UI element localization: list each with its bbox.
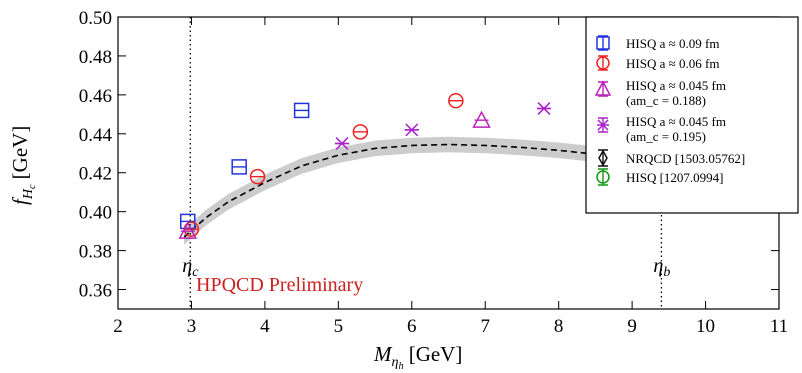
ytick-label-0.36: 0.36 <box>79 281 112 302</box>
legend-item-5: HISQ [1207.0994] <box>596 168 724 186</box>
legend-label-0: HISQ a ≈ 0.09 fm <box>626 36 719 51</box>
point-2-1 <box>472 110 491 128</box>
legend-label-2: HISQ a ≈ 0.045 fm <box>626 78 726 93</box>
xtick-label-9: 9 <box>627 316 637 337</box>
point-2-0 <box>178 221 198 239</box>
xtick-label-5: 5 <box>334 316 344 337</box>
point-0-0 <box>180 213 196 230</box>
xtick-label-7: 7 <box>480 316 490 337</box>
legend-errorbar-1 <box>598 55 608 71</box>
vline-label-c: ηc <box>182 255 199 280</box>
legend-marker-3 <box>597 119 609 131</box>
point-3-1 <box>404 123 419 137</box>
legend-sublabel-2: (am_c = 0.188) <box>626 93 706 108</box>
legend-errorbar-0 <box>598 35 608 51</box>
legend-label-1: HISQ a ≈ 0.06 fm <box>626 56 719 71</box>
legend-label-5: HISQ [1207.0994] <box>626 170 724 185</box>
legend-box <box>585 16 799 214</box>
legend-item-0: HISQ a ≈ 0.09 fm <box>596 35 719 51</box>
ytick-label-0.44: 0.44 <box>79 125 113 146</box>
legend-sublabel-3: (am_c = 0.195) <box>626 129 706 144</box>
legend-item-3: HISQ a ≈ 0.045 fm(am_c = 0.195) <box>597 114 726 144</box>
point-0-2 <box>293 102 310 119</box>
point-1-3 <box>448 92 464 109</box>
ytick-label-0.50: 0.50 <box>79 8 112 29</box>
point-3-0 <box>335 137 350 151</box>
xtick-label-10: 10 <box>696 316 715 337</box>
vline-layer: ηc ηb HPQCD Preliminary <box>182 17 670 309</box>
legend: HISQ a ≈ 0.09 fm HISQ a ≈ 0.06 fm HISQ a ≈… <box>585 16 799 214</box>
point-3-2 <box>536 102 551 115</box>
xtick-label-8: 8 <box>554 316 564 337</box>
xtick-label-6: 6 <box>407 316 417 337</box>
legend-marker-1 <box>596 56 610 70</box>
tick-layer: 2 3 4 5 6 7 8 9 10 11 0.36 0.38 0.40 0.42 0.44 0.46 0.48… <box>79 8 788 337</box>
series-0 <box>180 102 310 230</box>
ytick-label-0.38: 0.38 <box>79 242 112 263</box>
legend-marker-2 <box>594 80 612 96</box>
y-axis-label: fHc [GeV] <box>8 126 38 205</box>
legend-marker-5 <box>596 170 610 184</box>
legend-marker-0 <box>596 36 610 50</box>
legend-label-4: NRQCD [1503.05762] <box>626 151 745 166</box>
ytick-label-0.48: 0.48 <box>79 47 112 68</box>
xtick-label-2: 2 <box>113 316 123 337</box>
xtick-label-11: 11 <box>770 316 788 337</box>
xtick-label-3: 3 <box>187 316 197 337</box>
legend-marker-4 <box>598 149 608 167</box>
point-1-2 <box>352 124 369 140</box>
x-axis-label: Mηh [GeV] <box>373 342 462 372</box>
ytick-label-0.40: 0.40 <box>79 203 112 224</box>
vline-label-b: ηb <box>653 255 670 280</box>
legend-item-4: NRQCD [1503.05762] <box>598 149 745 167</box>
ytick-label-0.42: 0.42 <box>79 164 112 185</box>
point-1-1 <box>249 168 266 185</box>
legend-item-2: HISQ a ≈ 0.045 fm(am_c = 0.188) <box>594 78 726 108</box>
axis-label-layer: Mηh [GeV] fHc [GeV] <box>8 126 462 372</box>
annotation-hpqcd-preliminary: HPQCD Preliminary <box>196 274 363 296</box>
point-0-1 <box>231 159 247 175</box>
ytick-label-0.46: 0.46 <box>79 86 112 107</box>
legend-label-3: HISQ a ≈ 0.045 fm <box>626 114 726 129</box>
legend-item-1: HISQ a ≈ 0.06 fm <box>596 55 719 71</box>
xtick-label-4: 4 <box>260 316 270 337</box>
